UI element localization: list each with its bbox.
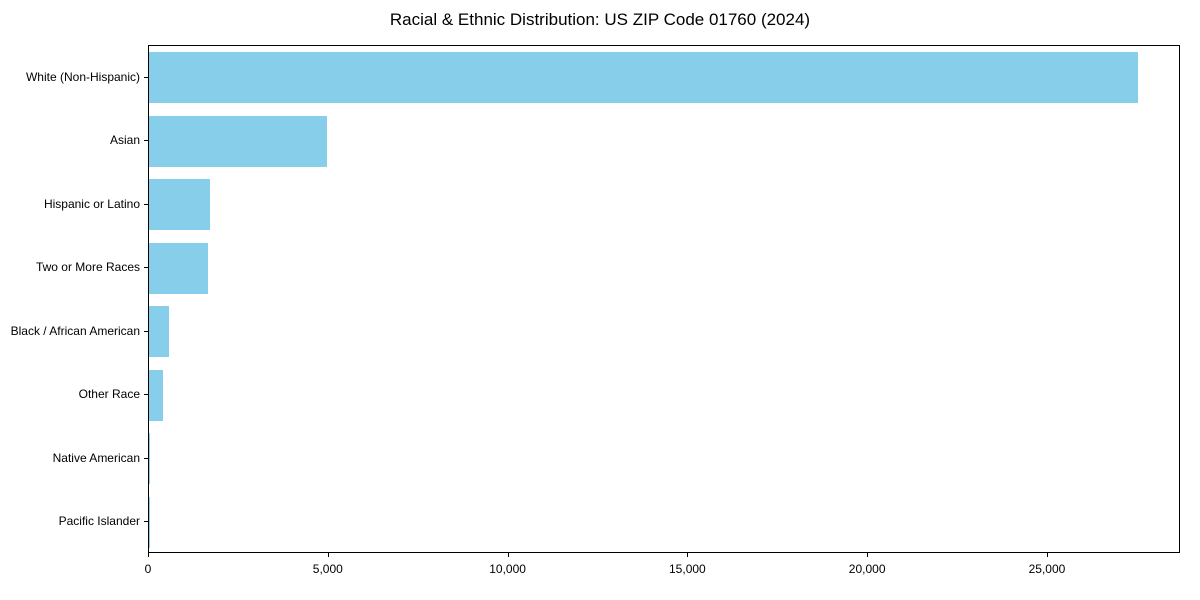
y-tick-label: Black / African American	[10, 323, 140, 338]
y-tick-mark	[144, 76, 148, 78]
x-tick-label: 5,000	[312, 562, 343, 576]
bar	[149, 306, 169, 358]
x-tick-label: 15,000	[669, 562, 706, 576]
x-tick-mark	[867, 553, 869, 557]
bar	[149, 433, 151, 485]
y-tick-mark	[144, 521, 148, 523]
y-tick-label: Native American	[52, 450, 140, 465]
bar	[149, 369, 164, 421]
y-tick-mark	[144, 267, 148, 269]
y-tick-mark	[144, 457, 148, 459]
x-tick-mark	[1046, 553, 1048, 557]
x-tick-label: 0	[144, 562, 152, 576]
x-tick-mark	[327, 553, 329, 557]
x-tick-label: 20,000	[848, 562, 886, 576]
x-tick-label: 25,000	[1028, 562, 1066, 576]
x-tick-label: 10,000	[489, 562, 526, 576]
y-tick-mark	[144, 330, 148, 332]
y-tick-mark	[144, 203, 148, 205]
bar	[149, 179, 211, 231]
bar	[149, 52, 1138, 104]
y-tick-label: Two or More Races	[35, 260, 140, 275]
x-tick-mark	[148, 553, 149, 557]
y-tick-label: Asian	[109, 133, 140, 148]
y-tick-label: White (Non-Hispanic)	[25, 69, 140, 84]
y-tick-mark	[144, 140, 148, 142]
y-tick-label: Pacific Islander	[58, 514, 140, 529]
y-tick-mark	[144, 394, 148, 396]
x-tick-mark	[687, 553, 689, 557]
bar	[149, 242, 209, 294]
bar	[149, 115, 327, 167]
y-tick-label: Hispanic or Latino	[43, 196, 140, 211]
x-tick-mark	[507, 553, 509, 557]
y-tick-label: Other Race	[78, 387, 140, 402]
chart-title: Racial & Ethnic Distribution: US ZIP Cod…	[389, 10, 811, 29]
plot-area	[148, 45, 1180, 553]
